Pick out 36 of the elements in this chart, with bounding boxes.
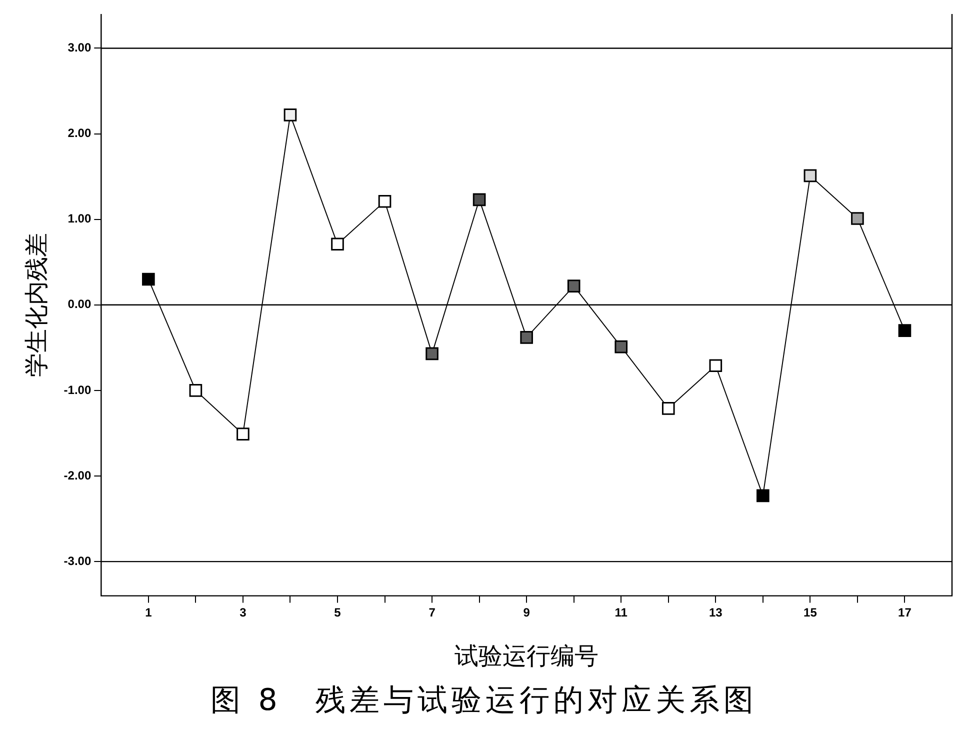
x-tick-label: 7 <box>428 605 436 620</box>
point <box>284 108 297 122</box>
point <box>378 194 392 208</box>
x-tick-label: 15 <box>804 605 818 620</box>
point <box>189 384 202 397</box>
point <box>614 340 628 354</box>
x-tick-label: 1 <box>145 605 152 620</box>
y-tick-label: 3.00 <box>68 40 92 55</box>
y-tick-label: -3.00 <box>64 554 92 568</box>
y-tick-label: -2.00 <box>64 468 92 482</box>
point <box>804 169 817 182</box>
point <box>331 238 344 251</box>
point <box>898 324 912 337</box>
point <box>142 272 155 286</box>
caption: 图 8 残差与试验运行的对应关系图 <box>210 682 758 720</box>
point <box>709 359 722 372</box>
point <box>472 193 486 206</box>
point <box>426 347 438 360</box>
x-tick-label: 3 <box>240 605 247 620</box>
y-tick-label: 2.00 <box>68 126 92 140</box>
y-tick-label: 0.00 <box>68 297 92 312</box>
y-axis-title: 学生化内残差 <box>22 232 51 377</box>
x-tick-label: 13 <box>708 605 723 620</box>
point <box>756 489 770 502</box>
x-tick-label: 17 <box>898 605 912 620</box>
point <box>236 428 250 440</box>
point <box>662 402 675 415</box>
x-axis-title: 试验运行编号 <box>454 642 599 670</box>
x-tick-label: 5 <box>334 605 342 620</box>
point <box>851 212 864 225</box>
point <box>567 280 580 292</box>
x-tick-label: 11 <box>614 605 628 620</box>
point <box>520 331 533 344</box>
x-tick-label: 9 <box>523 605 530 620</box>
y-tick-label: 1.00 <box>68 212 92 226</box>
y-tick-label: -1.00 <box>64 382 92 397</box>
